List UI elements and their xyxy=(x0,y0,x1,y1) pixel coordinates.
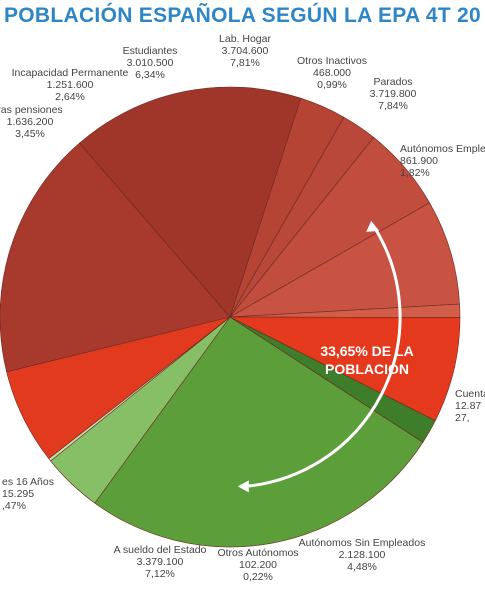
callout-line-1: 33,65% DE LA xyxy=(320,343,413,359)
slice-label: 3.010.500 xyxy=(127,57,174,69)
slice-label: Lab. Hogar xyxy=(219,33,271,45)
slice-label: 27, xyxy=(455,412,470,424)
slice-label: 0,22% xyxy=(243,571,273,583)
slice-label: 3.704.600 xyxy=(222,45,269,57)
slice-label: 1.636.200 xyxy=(7,116,54,128)
slice-label: Otros Autónomos xyxy=(217,547,298,559)
slice-label: 7,84% xyxy=(378,100,408,112)
slice-label: ras pensiones xyxy=(0,104,63,116)
slice-label: Autónomos Emple xyxy=(400,143,485,155)
slice-label: 12.87 xyxy=(455,400,481,412)
chart-title: POBLACIÓN ESPAÑOLA SEGÚN LA EPA 4T 20 xyxy=(3,4,482,27)
callout-arrow-head xyxy=(237,480,249,493)
pie-slice-aut-nomos-emple xyxy=(229,316,436,443)
slice-label: 4,48% xyxy=(347,561,377,573)
pie-slice-lab-hogar xyxy=(229,202,460,318)
pie-slice-es-16-a-os xyxy=(0,142,231,373)
pie-slice-cuenta xyxy=(94,316,424,548)
slice-label: 2,64% xyxy=(55,91,85,103)
slice-label: 1,82% xyxy=(400,167,430,179)
slice-label: Estudiantes xyxy=(123,45,178,57)
slice-label: 15.295 xyxy=(2,488,34,500)
callout-line-2: POBLACIÓN xyxy=(325,360,409,377)
slice-label: 3,45% xyxy=(15,128,45,140)
slice-label: 7,12% xyxy=(145,568,175,580)
slice-label: Otros Inactivos xyxy=(297,55,367,67)
pie-slice-unlabeled xyxy=(79,86,302,318)
pie-slice-parados xyxy=(229,316,461,422)
slice-label: Autónomos Sin Empleados xyxy=(299,537,426,549)
slice-label: 468.000 xyxy=(313,67,351,79)
callout-arrow-head xyxy=(366,220,380,232)
slice-label: Parados xyxy=(373,76,412,88)
slice-label: A sueldo del Estado xyxy=(114,544,207,556)
slice-label: 861.900 xyxy=(400,155,438,167)
slice-label: 1.251.600 xyxy=(47,79,94,91)
pie-slices xyxy=(0,86,461,548)
slice-label: ,47% xyxy=(2,500,26,512)
slice-label: es 16 Años xyxy=(2,476,54,488)
slice-label: 2.128.100 xyxy=(339,549,386,561)
slice-label: Incapacidad Permanente xyxy=(12,67,129,79)
slice-label: 3.719.800 xyxy=(370,88,417,100)
slice-label: 0,99% xyxy=(317,79,347,91)
slice-label: 7,81% xyxy=(230,57,260,69)
callout-arrow xyxy=(244,226,402,488)
slice-label: 3.379.100 xyxy=(137,556,184,568)
slice-label: 6,34% xyxy=(135,69,165,81)
slice-label: Cuenta xyxy=(455,388,485,400)
slice-label: 102.200 xyxy=(239,559,277,571)
